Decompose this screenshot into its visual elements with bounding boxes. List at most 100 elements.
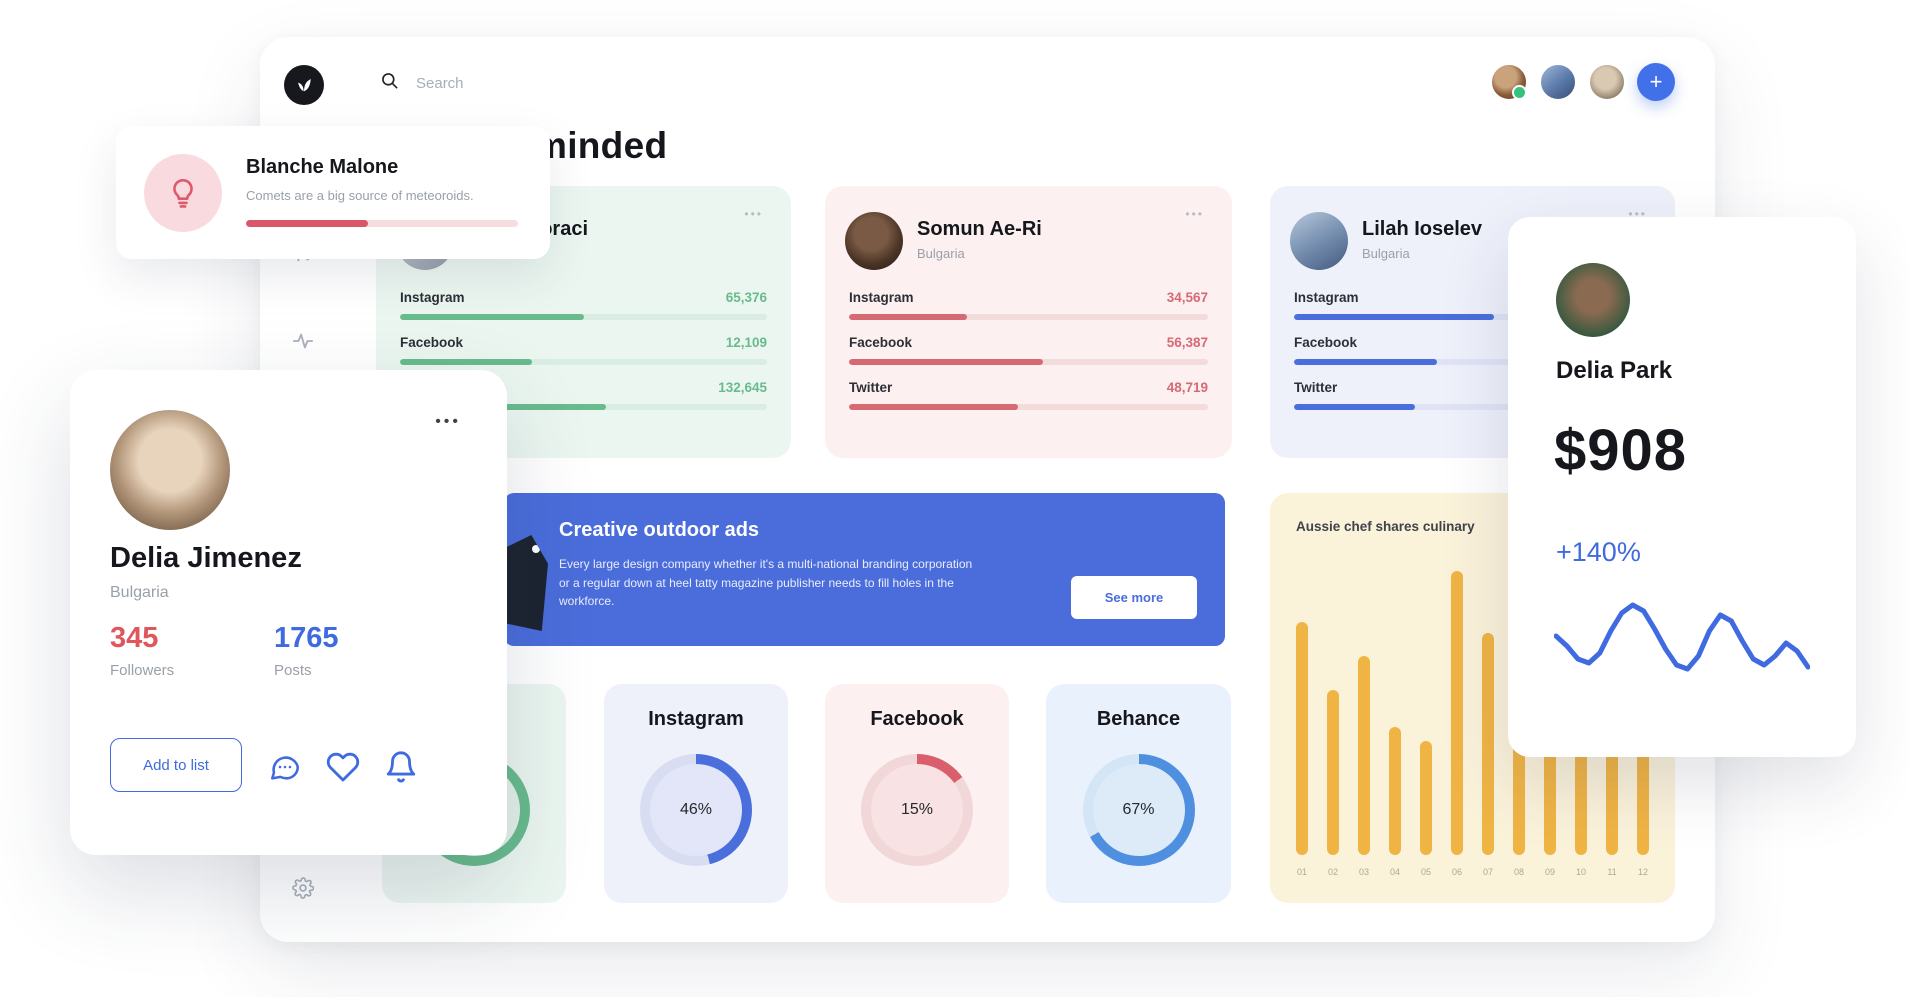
earnings-change: +140% bbox=[1556, 537, 1641, 567]
lightbulb-icon bbox=[144, 154, 222, 232]
followers-stat: 345 Followers bbox=[110, 622, 174, 679]
stat-row: Twitter 48,719 bbox=[849, 380, 1208, 410]
bar: 04 bbox=[1389, 571, 1401, 877]
avatar bbox=[110, 410, 230, 530]
influencer-name: Lilah Ioselev bbox=[1362, 218, 1483, 240]
tip-card: Blanche Malone Comets are a big source o… bbox=[116, 126, 550, 259]
stat-value: 132,645 bbox=[718, 380, 767, 395]
bar: 06 bbox=[1451, 571, 1463, 877]
avatar bbox=[1290, 212, 1348, 270]
percent-card: Facebook 15% bbox=[825, 684, 1009, 903]
percent-card-label: Instagram bbox=[648, 708, 744, 730]
add-button[interactable]: + bbox=[1637, 63, 1675, 101]
user-avatar[interactable] bbox=[1588, 63, 1626, 101]
heart-icon[interactable] bbox=[326, 750, 360, 784]
stat-row: Facebook bbox=[1294, 335, 1651, 365]
progress-fill bbox=[400, 359, 533, 365]
influencer-country: Bulgaria bbox=[917, 246, 965, 261]
profile-country: Bulgaria bbox=[110, 584, 169, 601]
stat-value: 34,567 bbox=[1166, 290, 1208, 305]
banner-body: Every large design company whether it's … bbox=[559, 557, 973, 609]
bar-chart-card: Aussie chef shares culinary 01 02 03 04 … bbox=[1270, 493, 1675, 903]
percent-value: 67% bbox=[1122, 801, 1155, 818]
influencer-card: Somun Ae-Ri Bulgaria ••• Instagram 34,567… bbox=[825, 186, 1232, 458]
tip-text: Comets are a big source of meteoroids. bbox=[246, 188, 474, 203]
page-title: minded bbox=[534, 125, 668, 166]
percent-value: 15% bbox=[900, 801, 934, 818]
percent-card-label: Facebook bbox=[870, 708, 964, 730]
tip-author: Blanche Malone bbox=[246, 156, 399, 178]
influencer-country: Bulgaria bbox=[1362, 246, 1410, 261]
stat-value: 48,719 bbox=[1166, 380, 1208, 395]
progress-track bbox=[849, 404, 1208, 410]
stat-label: Facebook bbox=[400, 335, 464, 350]
tip-progress-fill bbox=[246, 220, 369, 227]
progress-track bbox=[849, 314, 1208, 320]
stat-row: Instagram 34,567 bbox=[849, 290, 1208, 320]
followers-label: Followers bbox=[110, 662, 175, 679]
avatar bbox=[1556, 263, 1630, 337]
progress-fill bbox=[849, 314, 968, 320]
earnings-card: Delia Park $908 +140% bbox=[1508, 217, 1856, 757]
stat-row: Twitter bbox=[1294, 380, 1651, 410]
card-menu-icon[interactable]: ••• bbox=[738, 206, 769, 222]
earnings-name: Delia Park bbox=[1556, 357, 1673, 384]
percent-card: Behance 67% bbox=[1046, 684, 1231, 903]
progress-track bbox=[400, 314, 767, 320]
social-stats: Instagram Facebook Twitter bbox=[1294, 290, 1651, 410]
app-logo[interactable] bbox=[284, 65, 324, 105]
earnings-amount: $908 bbox=[1554, 418, 1688, 483]
chart-title: Aussie chef shares culinary bbox=[1296, 519, 1475, 534]
search-icon bbox=[380, 71, 400, 96]
influencer-name: Somun Ae-Ri bbox=[917, 218, 1042, 240]
progress-track bbox=[1294, 404, 1651, 410]
bell-icon[interactable] bbox=[384, 750, 418, 784]
chat-icon[interactable] bbox=[268, 750, 302, 784]
banner-title: Creative outdoor ads bbox=[559, 519, 760, 541]
bar: 07 bbox=[1482, 571, 1494, 877]
stat-label: Facebook bbox=[1294, 335, 1358, 350]
posts-stat: 1765 Posts bbox=[274, 622, 339, 679]
progress-fill bbox=[1294, 359, 1437, 365]
promo-banner: Creative outdoor ads Every large design … bbox=[496, 493, 1225, 646]
bar-chart: 01 02 03 04 05 06 07 08 09 10 11 12 bbox=[1296, 571, 1649, 877]
percent-value: 46% bbox=[679, 801, 713, 818]
percent-card: Instagram 46% bbox=[604, 684, 788, 903]
stat-label: Instagram bbox=[1294, 290, 1359, 305]
stat-label: Instagram bbox=[849, 290, 914, 305]
search-input[interactable] bbox=[414, 73, 658, 93]
card-menu-icon[interactable]: ••• bbox=[429, 412, 467, 432]
card-menu-icon[interactable]: ••• bbox=[1179, 206, 1210, 222]
stat-value: 56,387 bbox=[1166, 335, 1208, 350]
bar: 05 bbox=[1420, 571, 1432, 877]
stat-value: 65,376 bbox=[725, 290, 767, 305]
activity-icon[interactable] bbox=[292, 330, 314, 352]
user-avatar[interactable] bbox=[1490, 63, 1528, 101]
stat-row: Instagram bbox=[1294, 290, 1651, 320]
followers-count: 345 bbox=[110, 622, 159, 654]
user-avatar[interactable] bbox=[1539, 63, 1577, 101]
stat-label: Twitter bbox=[1294, 380, 1338, 395]
progress-ring: 46% bbox=[640, 754, 752, 866]
avatar bbox=[845, 212, 903, 270]
tip-progress-track bbox=[246, 220, 518, 227]
progress-fill bbox=[849, 404, 1018, 410]
percent-card-label: Behance bbox=[1096, 708, 1181, 730]
stat-label: Facebook bbox=[849, 335, 913, 350]
add-to-list-button[interactable]: Add to list bbox=[110, 738, 242, 792]
leaf-icon bbox=[293, 72, 315, 99]
bar: 01 bbox=[1296, 571, 1308, 877]
progress-fill bbox=[1294, 404, 1416, 410]
see-more-button[interactable]: See more bbox=[1071, 576, 1197, 619]
topbar-avatars: + bbox=[1490, 63, 1675, 101]
posts-count: 1765 bbox=[274, 622, 339, 654]
progress-ring: 15% bbox=[861, 754, 973, 866]
progress-fill bbox=[400, 314, 584, 320]
stat-row: Facebook 12,109 bbox=[400, 335, 767, 365]
settings-gear-icon[interactable] bbox=[292, 877, 315, 899]
bar: 03 bbox=[1358, 571, 1370, 877]
progress-track bbox=[849, 359, 1208, 365]
stat-row: Facebook 56,387 bbox=[849, 335, 1208, 365]
search-bar bbox=[380, 61, 658, 105]
